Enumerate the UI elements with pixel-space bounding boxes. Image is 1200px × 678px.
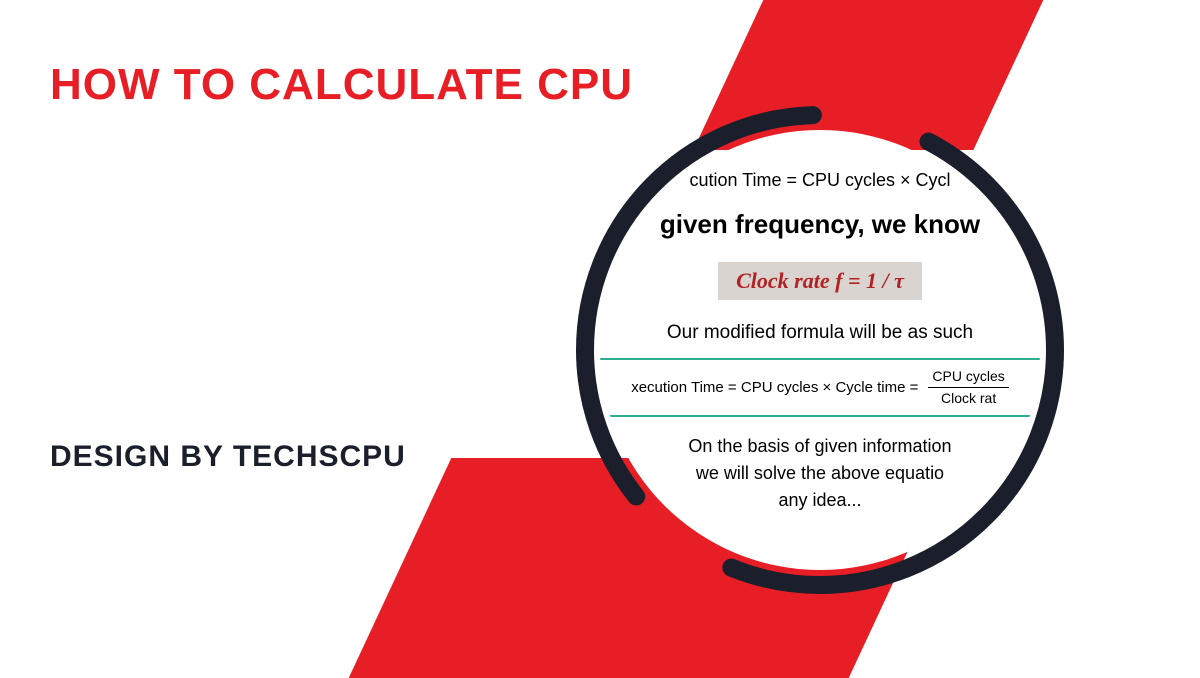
execution-time-formula: xecution Time = CPU cycles × Cycle time … bbox=[600, 358, 1040, 417]
fraction-numerator: CPU cycles bbox=[928, 368, 1008, 388]
fraction-denominator: Clock rat bbox=[941, 388, 996, 407]
design-credit: DESIGN BY TECHSCPU bbox=[50, 440, 406, 474]
equation-top: cution Time = CPU cycles × Cycl bbox=[689, 170, 950, 191]
modified-formula-label: Our modified formula will be as such bbox=[667, 322, 973, 344]
formula-left: xecution Time = CPU cycles × Cycle time … bbox=[631, 379, 918, 396]
explanation-line-2: we will solve the above equatio bbox=[688, 460, 951, 487]
explanation-line-3: any idea... bbox=[688, 487, 951, 514]
clock-rate-formula: Clock rate f = 1 / τ bbox=[718, 262, 922, 300]
magnifier-circle: cution Time = CPU cycles × Cycl given fr… bbox=[570, 100, 1070, 600]
formula-fraction: CPU cycles Clock rat bbox=[928, 368, 1008, 407]
lens-content: cution Time = CPU cycles × Cycl given fr… bbox=[600, 130, 1040, 570]
explanation-line-1: On the basis of given information bbox=[688, 433, 951, 460]
page-title: HOW TO CALCULATE CPU bbox=[50, 60, 633, 110]
frequency-heading: given frequency, we know bbox=[660, 209, 980, 240]
explanation-text: On the basis of given information we wil… bbox=[648, 433, 991, 514]
